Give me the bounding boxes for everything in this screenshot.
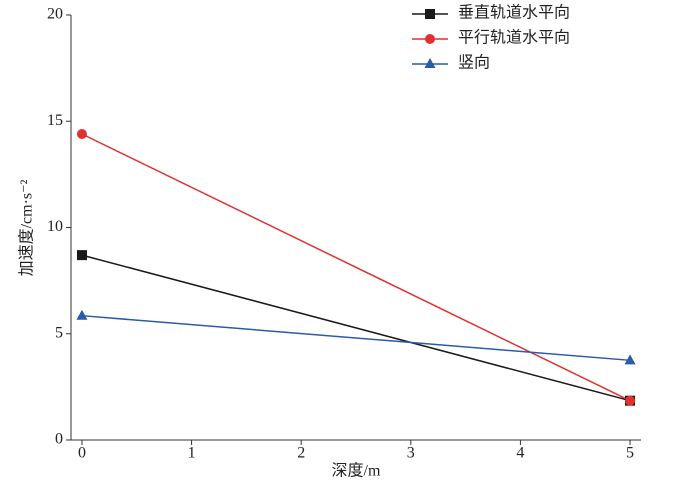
legend-label: 竖向 (458, 54, 490, 72)
legend-marker (425, 9, 435, 19)
x-tick-label: 3 (407, 445, 415, 462)
marker (76, 309, 88, 320)
y-axis-label: 加速度/cm·s⁻² (18, 179, 36, 276)
y-tick-label: 0 (55, 431, 63, 448)
x-tick-label: 4 (516, 445, 524, 462)
series-line (81, 314, 631, 362)
y-tick-label: 15 (47, 112, 63, 129)
series-line (81, 254, 631, 402)
x-axis-label: 深度/m (332, 462, 381, 480)
marker (624, 354, 636, 365)
legend-marker (425, 34, 435, 44)
marker (76, 129, 87, 139)
legend-label: 垂直轨道水平向 (458, 4, 570, 22)
x-tick-label: 5 (626, 445, 634, 462)
x-tick-label: 2 (297, 445, 305, 462)
series-line (81, 133, 631, 402)
y-tick-label: 5 (55, 324, 63, 341)
legend-marker (424, 58, 436, 68)
x-tick-label: 1 (188, 445, 196, 462)
y-tick-label: 20 (47, 6, 63, 23)
marker (625, 395, 636, 406)
x-tick-label: 0 (78, 445, 86, 462)
marker (76, 250, 87, 261)
legend-label: 平行轨道水平向 (458, 29, 570, 47)
y-tick-label: 10 (47, 218, 63, 235)
